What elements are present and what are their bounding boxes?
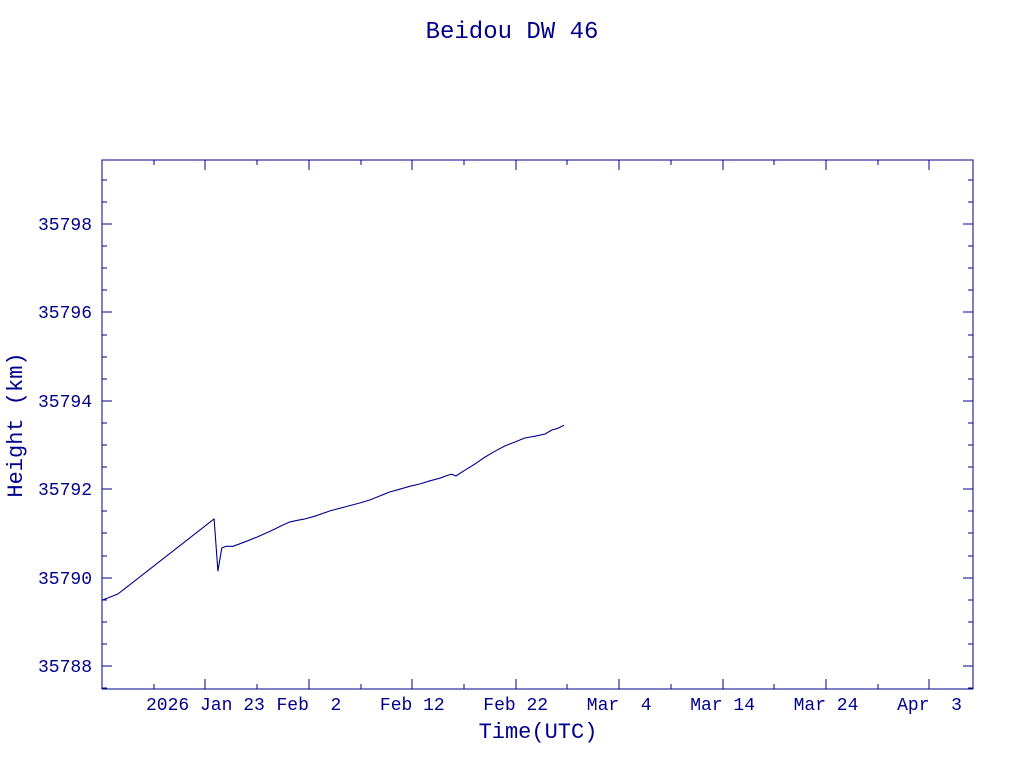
x-tick-label: Mar 4 xyxy=(587,696,652,716)
x-tick-label: Mar 24 xyxy=(794,696,859,716)
plot-frame xyxy=(101,159,974,690)
x-tick-label: 2026 Jan 23 xyxy=(146,696,265,716)
chart-title: Beidou DW 46 xyxy=(426,19,599,46)
y-tick-label: 35792 xyxy=(38,481,92,501)
plot-series xyxy=(101,424,565,601)
y-tick-label: 35788 xyxy=(38,658,92,678)
y-tick-label: 35798 xyxy=(38,216,92,236)
x-axis-label: Time(UTC) xyxy=(479,720,598,745)
x-tick-label: Feb 22 xyxy=(483,696,548,716)
x-tick-label: Feb 2 xyxy=(276,696,341,716)
x-tick-label: Feb 12 xyxy=(380,696,445,716)
height-series-line xyxy=(101,424,565,601)
y-tick-label: 35794 xyxy=(38,393,92,413)
x-axis-tick-labels: 2026 Jan 23 Feb 2 Feb 12 Feb 22 Mar 4 Mar 14 M… xyxy=(146,696,962,716)
axis-ticks xyxy=(101,160,973,689)
x-tick-label: Mar 14 xyxy=(690,696,755,716)
y-tick-label: 35790 xyxy=(38,570,92,590)
x-tick-label: Apr 3 xyxy=(897,696,962,716)
y-axis-tick-labels: 35788 35790 35792 35794 35796 35798 xyxy=(38,216,92,678)
y-axis-label: Height (km) xyxy=(4,352,29,497)
y-tick-label: 35796 xyxy=(38,304,92,324)
